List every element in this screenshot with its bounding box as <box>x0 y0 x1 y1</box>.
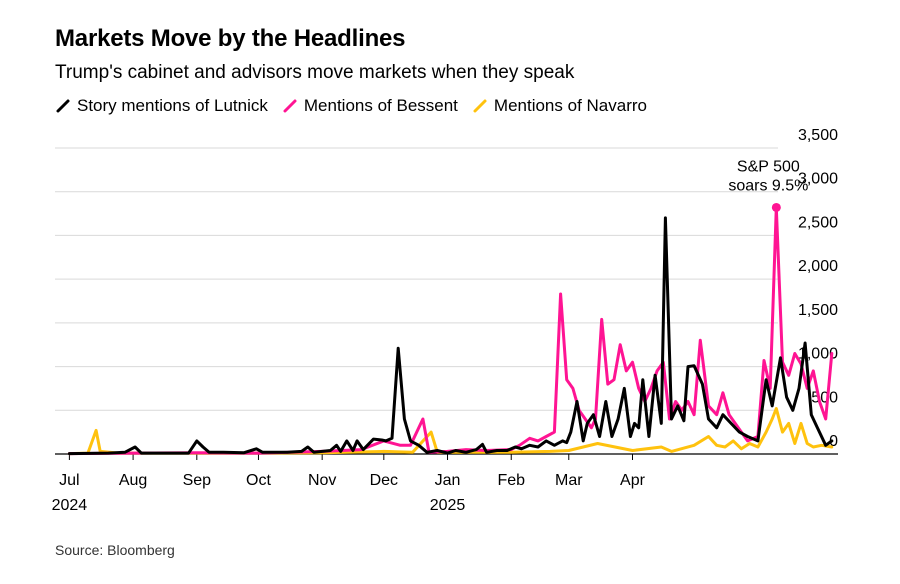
legend-swatch-navarro-icon <box>473 99 487 113</box>
legend-item-lutnick: Story mentions of Lutnick <box>55 96 268 116</box>
x-tick-label: Dec <box>370 472 398 489</box>
y-tick-label: 2,500 <box>798 214 838 231</box>
x-tick-label: Feb <box>497 472 525 489</box>
legend-swatch-lutnick-icon <box>56 99 70 113</box>
legend-item-bessent: Mentions of Bessent <box>282 96 458 116</box>
annotation-label: soars 9.5% <box>728 177 808 194</box>
legend-label-navarro: Mentions of Navarro <box>493 96 647 115</box>
annotation-label: S&P 500 <box>737 158 800 175</box>
chart-legend: Story mentions of Lutnick Mentions of Be… <box>55 96 647 116</box>
x-tick-label: Jan <box>435 472 461 489</box>
y-tick-label: 2,000 <box>798 258 838 275</box>
y-tick-label: 500 <box>811 389 838 406</box>
series-line-1 <box>67 206 834 456</box>
x-tick-label: Oct <box>246 472 271 489</box>
x-tick-label: Sep <box>183 472 212 489</box>
x-tick-label: Aug <box>119 472 147 489</box>
y-tick-label: 1,000 <box>798 346 838 363</box>
x-tick-sublabel: 2024 <box>52 497 88 514</box>
legend-label-bessent: Mentions of Bessent <box>303 96 458 115</box>
x-tick-label: Jul <box>59 472 79 489</box>
x-tick-label: Mar <box>555 472 583 489</box>
chart-subtitle: Trump's cabinet and advisors move market… <box>55 62 575 83</box>
x-tick-sublabel: 2025 <box>430 497 466 514</box>
x-tick-label: Nov <box>308 472 336 489</box>
y-tick-label: 3,500 <box>798 127 838 144</box>
chart-title: Markets Move by the Headlines <box>55 25 406 52</box>
y-tick-label: 0 <box>829 433 838 450</box>
x-tick-label: Apr <box>620 472 646 489</box>
y-tick-label: 1,500 <box>798 302 838 319</box>
y-tick-label: 3,000 <box>798 171 838 188</box>
legend-item-navarro: Mentions of Navarro <box>472 96 647 116</box>
legend-label-lutnick: Story mentions of Lutnick <box>77 96 268 115</box>
source-note: Source: Bloomberg <box>55 542 175 558</box>
legend-swatch-bessent-icon <box>283 99 297 113</box>
series-line-0 <box>67 216 834 456</box>
highlight-point <box>771 202 781 212</box>
